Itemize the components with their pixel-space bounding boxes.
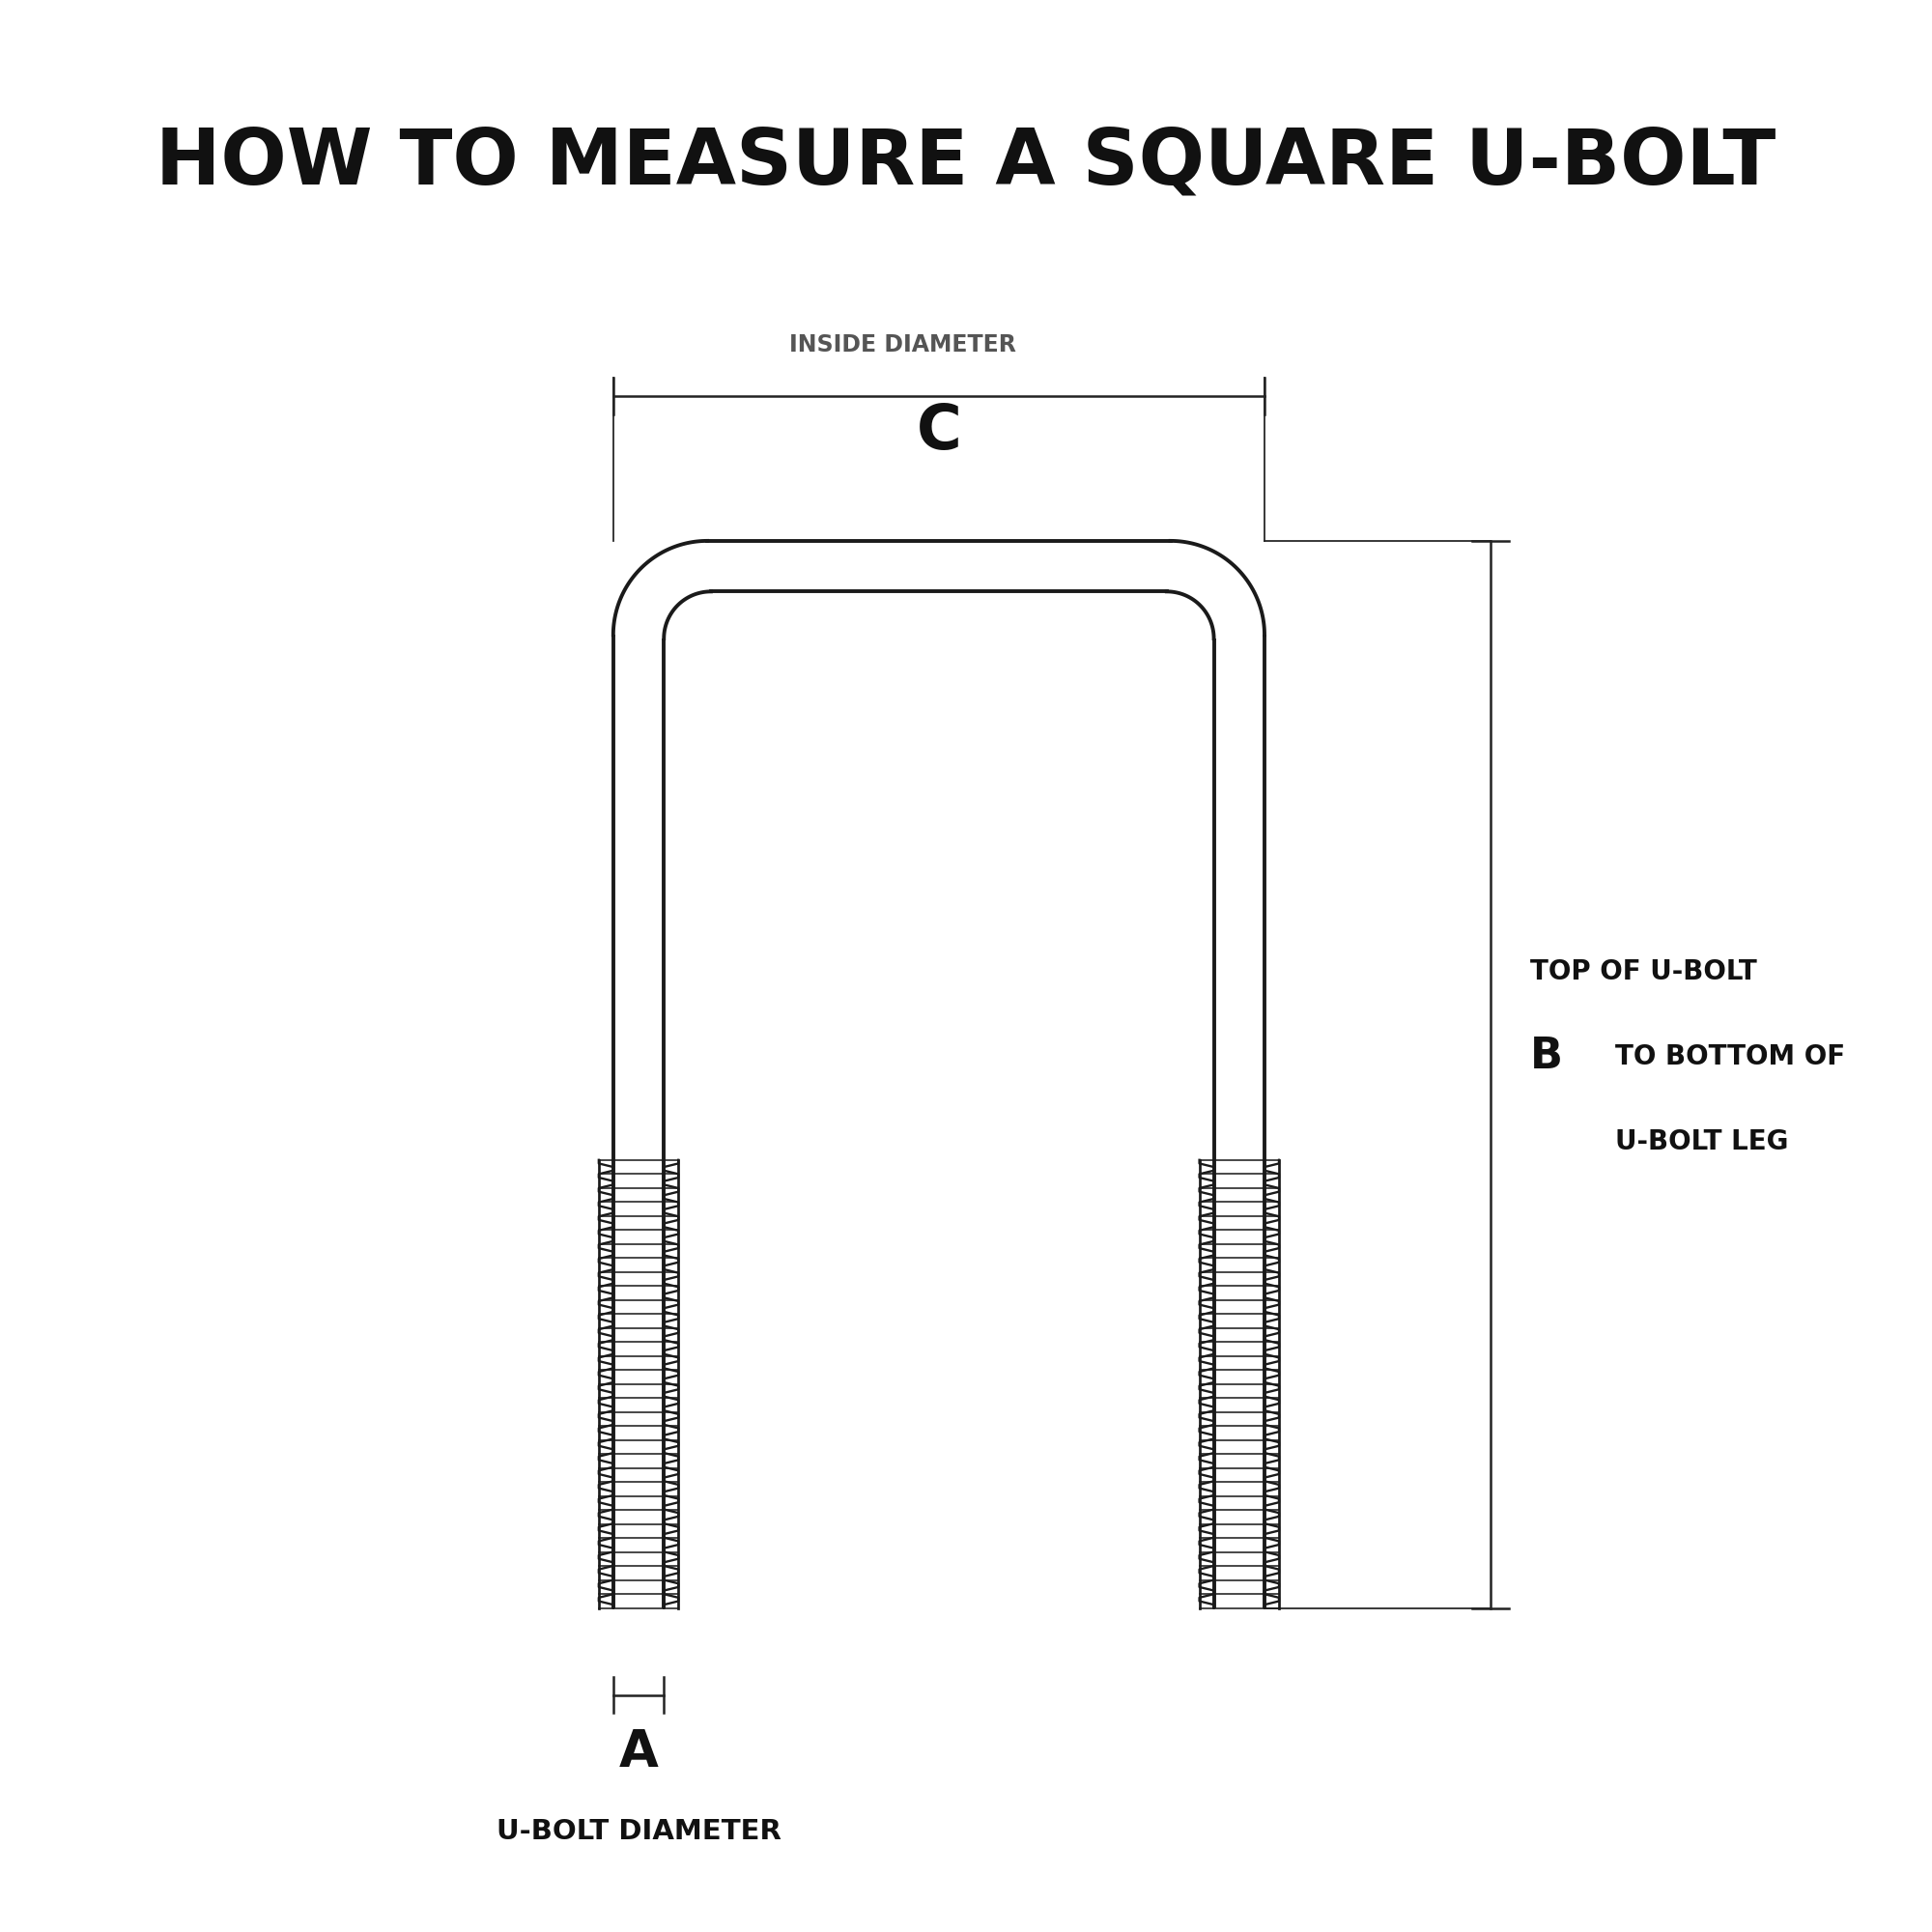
Text: B: B bbox=[1530, 1036, 1563, 1078]
Text: U-BOLT DIAMETER: U-BOLT DIAMETER bbox=[497, 1818, 781, 1845]
Text: HOW TO MEASURE A SQUARE U-BOLT: HOW TO MEASURE A SQUARE U-BOLT bbox=[156, 126, 1776, 201]
Text: TOP OF U-BOLT: TOP OF U-BOLT bbox=[1530, 958, 1758, 985]
Text: A: A bbox=[618, 1727, 659, 1777]
Text: C: C bbox=[916, 402, 962, 462]
Text: U-BOLT LEG: U-BOLT LEG bbox=[1615, 1128, 1789, 1155]
Text: TO BOTTOM OF: TO BOTTOM OF bbox=[1615, 1043, 1845, 1070]
Text: INSIDE DIAMETER: INSIDE DIAMETER bbox=[790, 332, 1016, 355]
